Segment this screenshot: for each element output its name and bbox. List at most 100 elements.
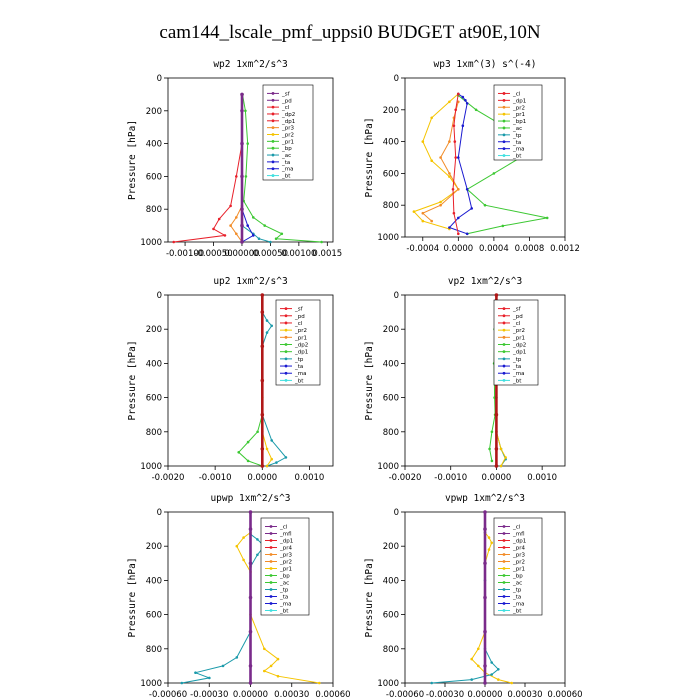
y-tick-label: 200 [146,325,162,335]
data-point [248,681,253,685]
legend-marker [271,92,275,95]
legend-label: _dp1 [512,350,526,356]
data-point [246,440,250,444]
legend-marker [502,546,506,549]
data-point [504,456,507,459]
data-point [263,647,266,651]
legend-label: _ta [294,364,303,370]
data-point [457,188,460,191]
data-point [223,234,227,237]
legend-box [493,299,539,386]
legend-label: _bp [281,146,292,152]
x-tick-label: 0.0015 [312,249,342,259]
y-axis-label: Pressure [hPa] [127,120,138,200]
legend-label: _pd [512,314,523,320]
x-tick-label: 0.00000 [233,690,268,700]
data-point [465,102,469,105]
legend-marker [502,588,506,591]
panel-title: wp3 1xm^(3) s^(-4) [434,59,537,70]
y-tick-label: 800 [146,205,162,215]
data-point [260,378,265,383]
legend-marker [502,307,506,310]
data-point [208,676,211,680]
legend-marker [502,379,506,382]
y-tick-label: 1000 [377,233,399,243]
legend-marker [284,307,288,310]
data-point [457,232,460,236]
data-point [470,678,474,681]
legend-marker [502,595,506,598]
data-point [487,548,491,551]
x-tick-label: -0.0020 [152,473,185,483]
legend-marker [502,357,506,361]
data-point [260,310,265,314]
legend-marker [502,328,506,332]
data-point [448,140,451,143]
legend: _sf_pd_cl_pr2_pr1 _dp2_dp1_tp_ta_ma_bt [275,299,321,386]
data-point [276,674,280,678]
legend-label: _sf [294,307,304,313]
legend-box [275,299,321,386]
data-point [212,227,215,231]
legend-label: _pr1 [279,567,292,573]
legend-label: _ac [279,581,289,587]
x-tick-label: 0.0010 [527,473,557,483]
legend-marker [271,112,275,116]
y-tick-label: 1000 [377,462,399,472]
legend-marker [269,595,273,598]
legend-label: _pr4 [279,546,293,552]
data-point [270,457,274,461]
legend-box [260,517,310,616]
legend-label: _pr2 [512,328,525,334]
panel-title: vpwp 1xm^2/s^3 [445,493,525,504]
legend-marker [271,119,275,123]
legend-label: _ac [512,581,522,587]
legend-marker [502,343,506,346]
data-point [221,664,225,668]
legend-label: _ac [512,126,522,132]
y-tick-label: 1000 [140,679,162,689]
legend-label: _ma [512,147,524,153]
data-point [235,232,238,236]
data-point [494,293,499,297]
legend-marker [271,133,275,136]
data-point [453,140,457,143]
data-point [269,240,272,244]
series-line-ta [181,533,265,684]
x-tick-label: 0.0000 [443,244,473,254]
y-axis-label: Pressure [hPa] [364,117,375,197]
legend-marker [284,379,288,382]
legend-marker [502,154,506,157]
y-tick-label: 400 [146,576,162,586]
data-point [497,668,500,671]
x-tick-label: 0.0004 [479,244,509,254]
legend-label: _tp [512,357,522,363]
data-point [242,536,245,539]
data-point [246,224,249,227]
legend-label: _bt [294,378,304,384]
data-point [235,656,239,659]
legend-label: _ma [294,371,306,377]
legend-marker [269,574,273,577]
legend-marker [502,140,506,144]
legend-marker [269,532,273,535]
legend-marker [271,146,275,150]
legend-label: _bt [512,609,522,615]
y-tick-label: 0 [157,291,162,301]
legend-box [493,84,543,161]
y-tick-label: 0 [394,74,399,84]
legend: _cl_mfl_dp1_pr4_pr3_pr2_pr1_bp_ac_tp_ta_… [260,517,310,616]
legend-marker [271,167,275,171]
legend-label: _cl [512,91,521,97]
data-point [457,216,460,220]
legend-marker [269,546,273,549]
data-point [248,629,253,634]
data-point [494,447,499,451]
series-line-pr1 [242,94,322,243]
legend-marker [502,602,506,605]
data-point [260,447,265,451]
legend-label: _pr1 [512,335,525,341]
series-line-pr1 [413,93,459,230]
plot-frame [167,77,334,243]
